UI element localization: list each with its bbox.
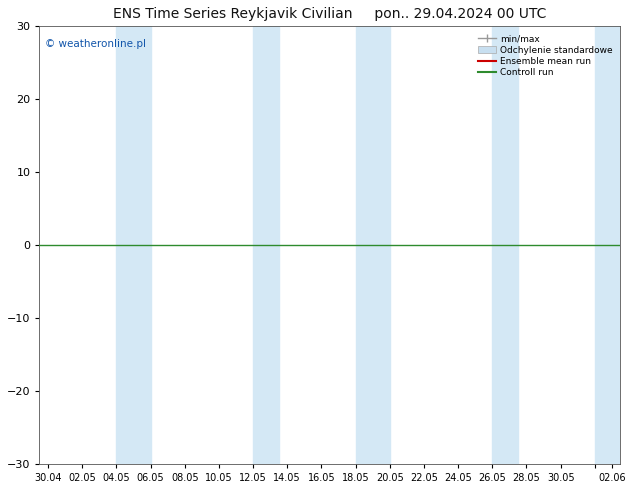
Text: © weatheronline.pl: © weatheronline.pl <box>45 39 146 49</box>
Bar <box>493 26 518 464</box>
Bar <box>595 26 621 464</box>
Legend: min/max, Odchylenie standardowe, Ensemble mean run, Controll run: min/max, Odchylenie standardowe, Ensembl… <box>474 31 616 81</box>
Title: ENS Time Series Reykjavik Civilian     pon.. 29.04.2024 00 UTC: ENS Time Series Reykjavik Civilian pon..… <box>113 7 547 21</box>
Bar <box>117 26 150 464</box>
Bar <box>253 26 279 464</box>
Bar <box>356 26 390 464</box>
